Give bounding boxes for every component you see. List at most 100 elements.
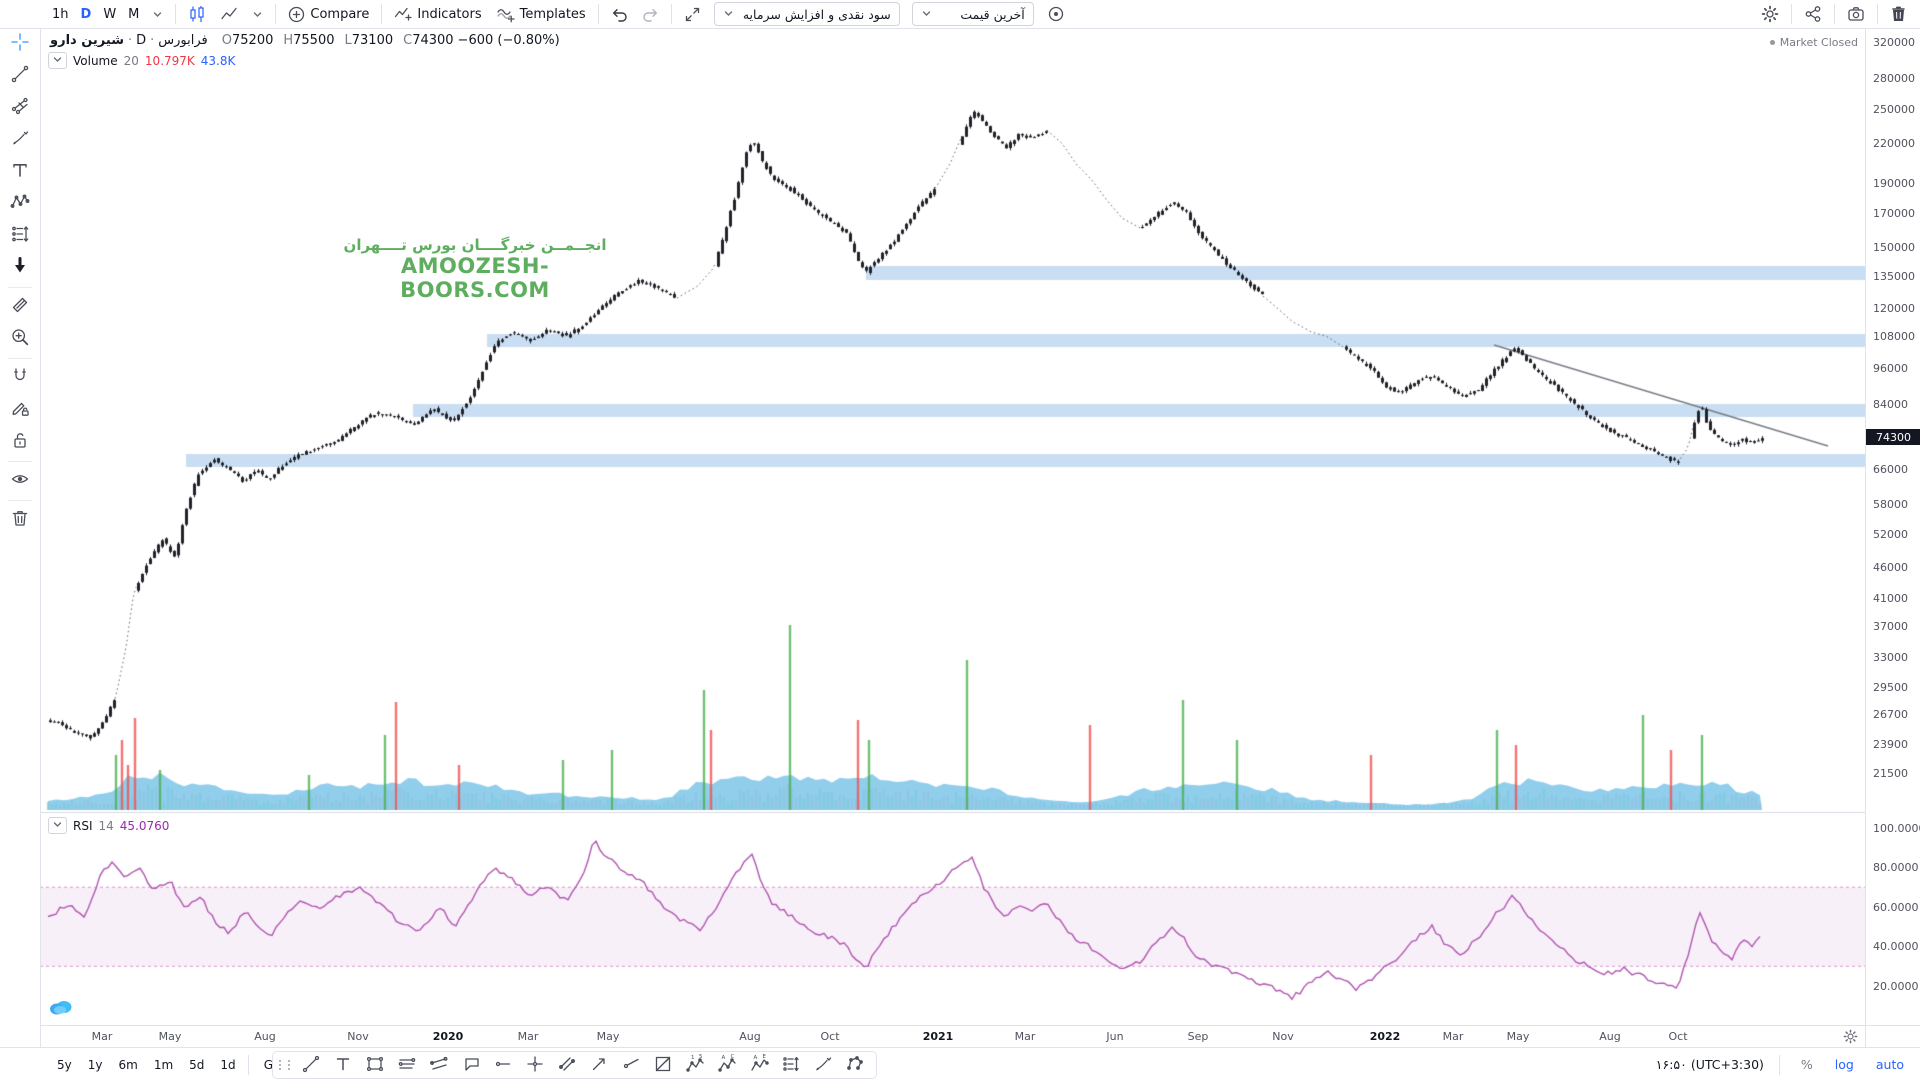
symbol-name[interactable]: شیرین دارو bbox=[50, 33, 124, 48]
measure-tool[interactable] bbox=[0, 291, 40, 323]
projection-tool[interactable] bbox=[0, 220, 40, 252]
trend-line-tool[interactable] bbox=[0, 60, 40, 92]
rsi-title[interactable]: RSI bbox=[73, 818, 93, 833]
chart-style-candles-button[interactable] bbox=[181, 2, 213, 26]
templates-button[interactable]: Templates bbox=[489, 2, 593, 26]
projection-palette-button[interactable] bbox=[776, 1053, 806, 1077]
parallel-channel-palette-button[interactable] bbox=[392, 1053, 422, 1077]
price-scale[interactable]: 320000 280000 250000 220000 190000 170000 1500… bbox=[1865, 28, 1920, 1047]
undo-button[interactable] bbox=[604, 2, 635, 26]
price-tick: 26700 bbox=[1873, 708, 1908, 721]
interval-button-M[interactable]: M bbox=[122, 2, 145, 26]
symbol-legend[interactable]: شیرین دارو · D · فرابورس O75200 H75500 L73… bbox=[50, 33, 560, 48]
auto-scale-button[interactable]: auto bbox=[1870, 1056, 1910, 1073]
pane-separator[interactable] bbox=[40, 812, 1920, 813]
callout-palette-button[interactable] bbox=[456, 1053, 486, 1077]
volume-length: 20 bbox=[123, 53, 139, 68]
brush-palette-button[interactable] bbox=[808, 1053, 838, 1077]
clock-label[interactable]: ۱۶:۵۰ (UTC+3:30) bbox=[1655, 1057, 1764, 1072]
rsi-collapse-button[interactable] bbox=[48, 817, 67, 834]
polyline-palette-button[interactable] bbox=[840, 1053, 870, 1077]
market-status-label: Market Closed bbox=[1779, 36, 1858, 49]
cross-line-palette-button[interactable] bbox=[520, 1053, 550, 1077]
range-button-6m[interactable]: 6m bbox=[112, 1055, 145, 1075]
snapshot-button[interactable] bbox=[1840, 2, 1872, 26]
horizontal-ray-palette-button[interactable] bbox=[488, 1053, 518, 1077]
disjoint-channel-palette-button[interactable] bbox=[424, 1053, 454, 1077]
arrow-icon bbox=[589, 1054, 609, 1077]
crosshair-icon bbox=[10, 32, 30, 56]
price-tick: 52000 bbox=[1873, 528, 1908, 541]
interval-button-1h[interactable]: 1h bbox=[46, 2, 75, 26]
interval-menu-button[interactable] bbox=[145, 2, 170, 26]
adjustment-dropdown[interactable]: سود نقدی و افزایش سرمایه bbox=[713, 2, 900, 26]
volume-collapse-button[interactable] bbox=[48, 52, 67, 69]
drawing-mode-tool[interactable] bbox=[0, 394, 40, 426]
gann-box-palette-button[interactable] bbox=[648, 1053, 678, 1077]
volume-title[interactable]: Volume bbox=[73, 53, 118, 68]
indicators-button[interactable]: Indicators bbox=[387, 2, 488, 26]
remove-drawings-tool[interactable] bbox=[0, 504, 40, 536]
price-tick: 41000 bbox=[1873, 592, 1908, 605]
chevron-down-icon bbox=[52, 54, 63, 68]
axis-settings-gear-icon[interactable] bbox=[1843, 1029, 1858, 1048]
log-scale-button[interactable]: log bbox=[1829, 1056, 1860, 1073]
chart-style-line-button[interactable] bbox=[213, 2, 245, 26]
lock-drawings-tool[interactable] bbox=[0, 426, 40, 458]
range-button-1d[interactable]: 1d bbox=[213, 1055, 242, 1075]
zoom-in-tool[interactable] bbox=[0, 323, 40, 355]
brush-tool[interactable] bbox=[0, 124, 40, 156]
percent-scale-button[interactable]: % bbox=[1795, 1056, 1819, 1073]
chart-style-menu-button[interactable] bbox=[245, 2, 270, 26]
compare-button[interactable]: Compare bbox=[281, 2, 376, 26]
pitchfork-icon bbox=[10, 96, 30, 120]
redo-button[interactable] bbox=[635, 2, 666, 26]
arrow-palette-button[interactable] bbox=[584, 1053, 614, 1077]
price-mode-dropdown[interactable]: آخرین قیمت bbox=[911, 2, 1034, 26]
rectangle-palette-button[interactable] bbox=[360, 1053, 390, 1077]
time-label-month: Sep bbox=[1187, 1030, 1209, 1043]
range-button-1m[interactable]: 1m bbox=[147, 1055, 180, 1075]
text-tool[interactable] bbox=[0, 156, 40, 188]
time-label-month: May bbox=[1506, 1030, 1530, 1043]
price-tick: 150000 bbox=[1873, 241, 1915, 254]
time-label-month: Mar bbox=[517, 1030, 539, 1043]
magnet-tool[interactable] bbox=[0, 362, 40, 394]
price-tick: 190000 bbox=[1873, 177, 1915, 190]
price-chart[interactable] bbox=[40, 28, 1865, 1025]
visibility-button[interactable] bbox=[1040, 2, 1072, 26]
clear-chart-button[interactable] bbox=[1883, 2, 1914, 26]
indicators-label: Indicators bbox=[417, 6, 482, 22]
range-button-5y[interactable]: 5y bbox=[50, 1055, 79, 1075]
range-button-1y[interactable]: 1y bbox=[81, 1055, 110, 1075]
price-tick: 220000 bbox=[1873, 137, 1915, 150]
toolbar-separator bbox=[1791, 4, 1792, 24]
interval-button-D[interactable]: D bbox=[75, 2, 98, 26]
hide-drawings-tool[interactable] bbox=[0, 465, 40, 497]
toolbar-separator bbox=[1834, 4, 1835, 24]
ray-palette-button[interactable] bbox=[616, 1053, 646, 1077]
palette-drag-handle[interactable] bbox=[279, 1060, 290, 1070]
text-palette-button[interactable] bbox=[328, 1053, 358, 1077]
market-status-dot bbox=[1769, 40, 1775, 45]
info-line-palette-button[interactable] bbox=[552, 1053, 582, 1077]
share-button[interactable] bbox=[1797, 2, 1829, 26]
price-tick: 135000 bbox=[1873, 270, 1915, 283]
broker-logo[interactable] bbox=[48, 998, 74, 1020]
price-tick: 46000 bbox=[1873, 561, 1908, 574]
range-button-5d[interactable]: 5d bbox=[182, 1055, 211, 1075]
time-axis[interactable]: Mar May Aug Nov 2020 Mar May Aug Oct 2021 Mar Jun Se… bbox=[40, 1025, 1920, 1048]
price-tick: 66000 bbox=[1873, 463, 1908, 476]
xabcd-pattern-tool[interactable] bbox=[0, 188, 40, 220]
arrow-marker-tool[interactable] bbox=[0, 252, 40, 284]
pitchfork-tool[interactable] bbox=[0, 92, 40, 124]
fullscreen-button[interactable] bbox=[677, 2, 708, 26]
interval-button-W[interactable]: W bbox=[97, 2, 122, 26]
templates-label: Templates bbox=[519, 6, 586, 22]
settings-button[interactable] bbox=[1754, 2, 1786, 26]
crosshair-tool[interactable] bbox=[0, 28, 40, 60]
trend-line-palette-button[interactable] bbox=[296, 1053, 326, 1077]
